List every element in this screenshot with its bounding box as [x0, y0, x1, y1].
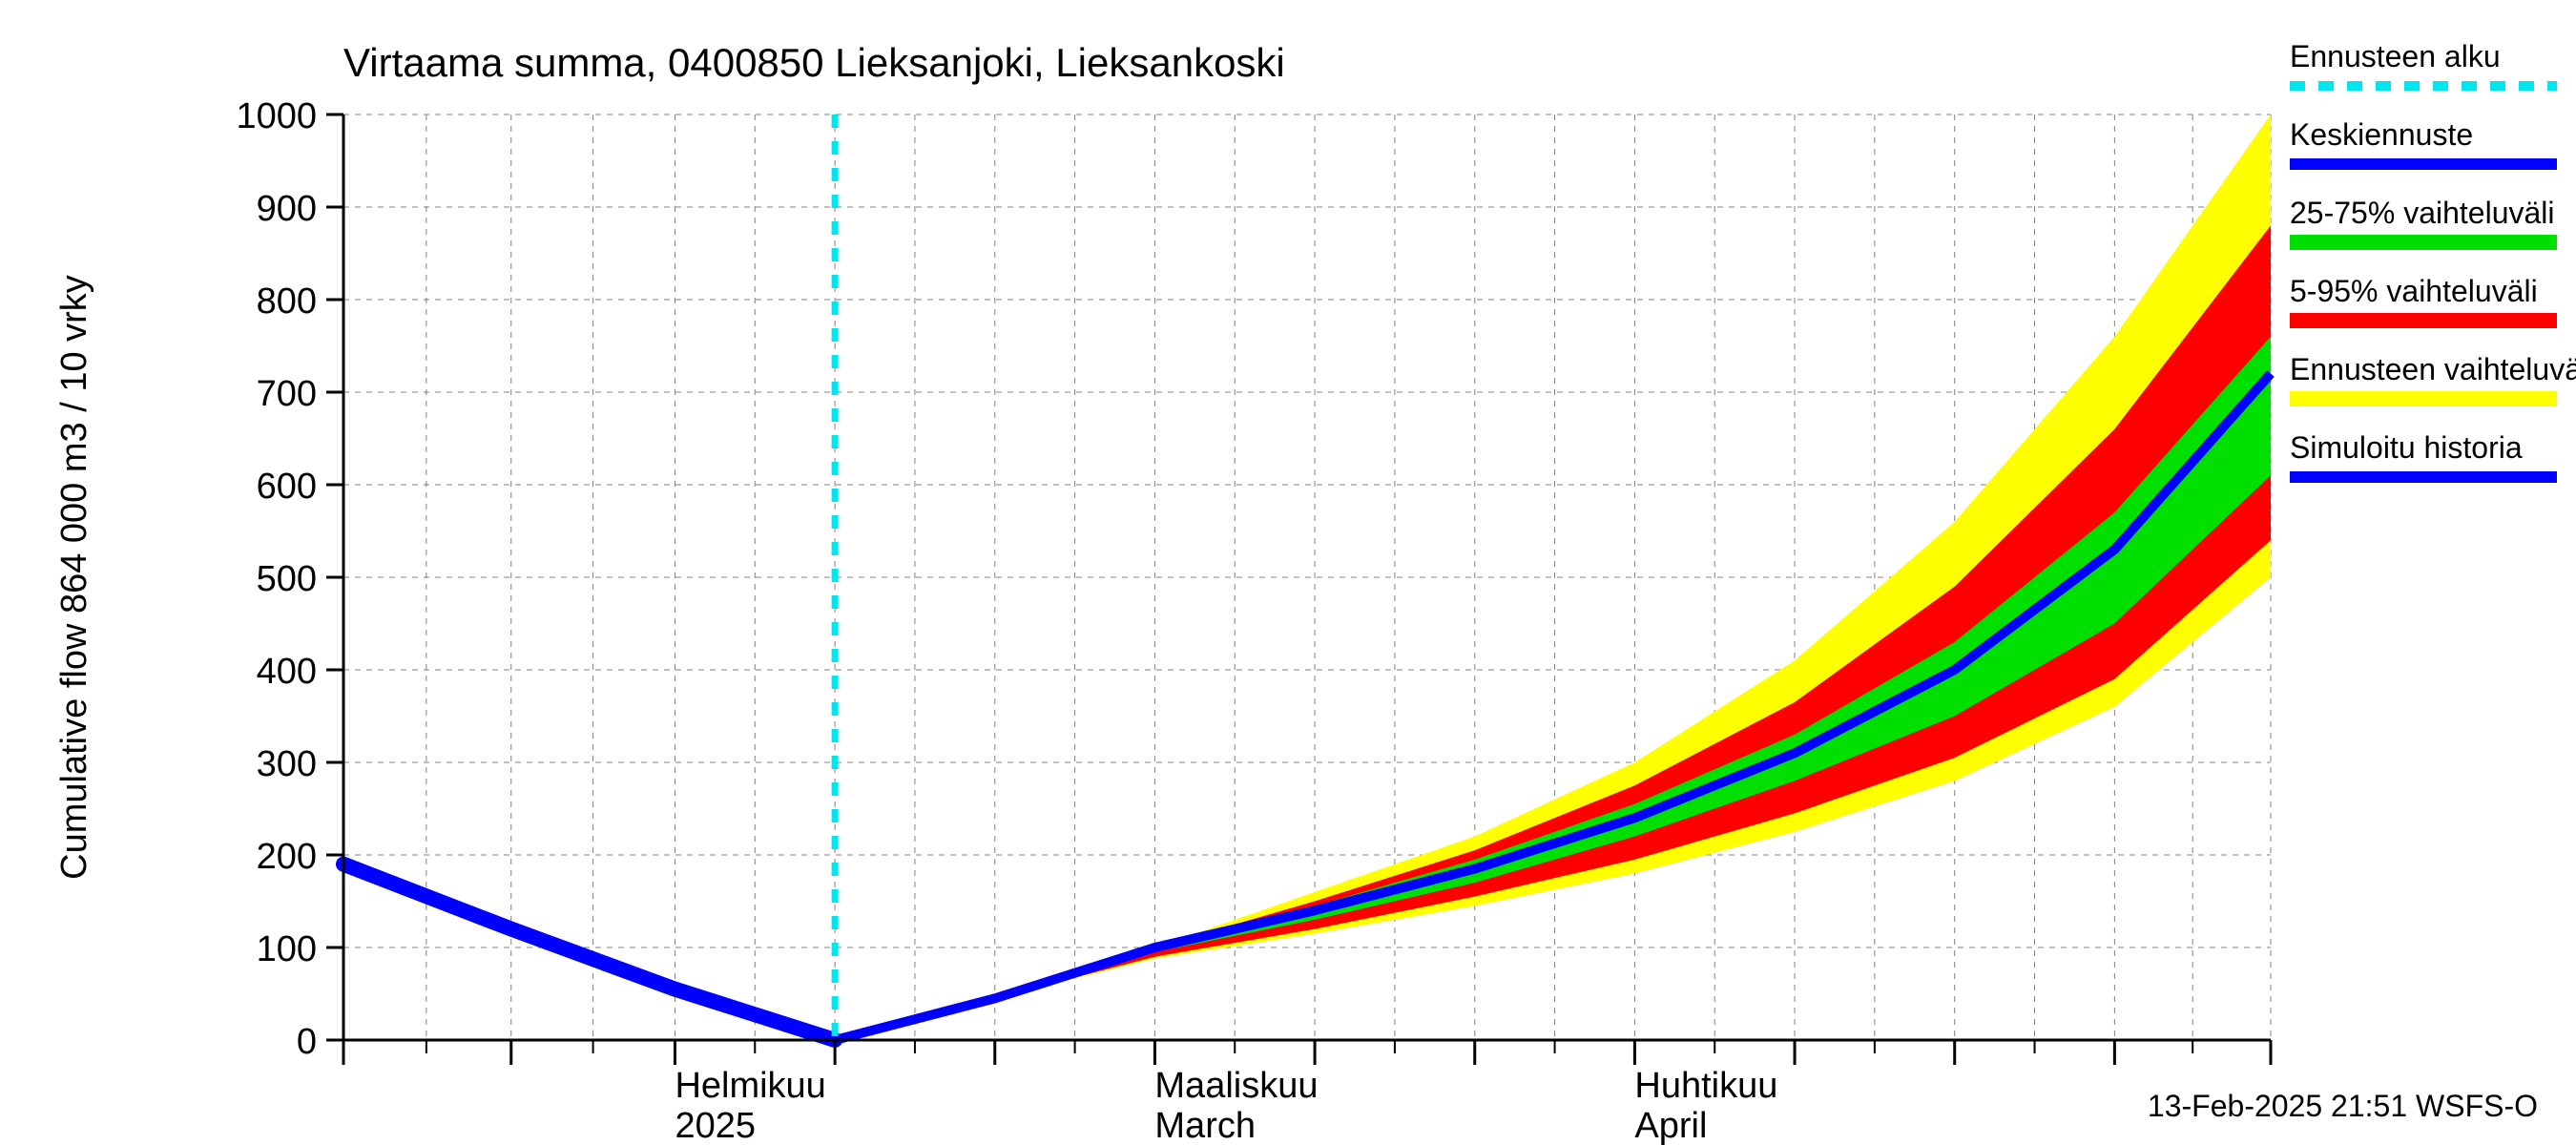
legend-swatch	[2290, 313, 2557, 328]
chart-container: 0 100 200 300 400 500 600 700 800 900 1000 Helmikuu…	[0, 0, 2576, 1145]
y-tick-label: 900	[257, 189, 317, 229]
legend-label: 5-95% vaihteluväli	[2290, 274, 2538, 308]
y-tick-label: 100	[257, 929, 317, 969]
y-tick-label: 0	[297, 1022, 317, 1062]
legend-label: Ennusteen alku	[2290, 39, 2501, 73]
legend-label: 25-75% vaihteluväli	[2290, 196, 2555, 230]
legend-label: Simuloitu historia	[2290, 430, 2523, 465]
y-tick-label: 700	[257, 374, 317, 414]
y-tick-label: 500	[257, 559, 317, 599]
y-tick-label: 1000	[236, 96, 317, 136]
y-axis-label: Cumulative flow 864 000 m3 / 10 vrky	[54, 275, 94, 880]
legend-swatch	[2290, 235, 2557, 250]
y-tick-label: 600	[257, 467, 317, 507]
legend-label: Keskiennuste	[2290, 117, 2473, 152]
x-tick-sublabel: March	[1154, 1106, 1256, 1145]
y-tick-label: 300	[257, 744, 317, 784]
x-tick-label: Helmikuu	[675, 1066, 825, 1106]
y-tick-label: 800	[257, 281, 317, 322]
x-tick-sublabel: April	[1634, 1106, 1707, 1145]
y-tick-label: 400	[257, 652, 317, 692]
x-tick-label: Maaliskuu	[1154, 1066, 1318, 1106]
chart-svg: 0 100 200 300 400 500 600 700 800 900 1000 Helmikuu…	[0, 0, 2576, 1145]
x-tick-sublabel: 2025	[675, 1106, 756, 1145]
legend-label: Ennusteen vaihteluväli	[2290, 352, 2576, 386]
footer-timestamp: 13-Feb-2025 21:51 WSFS-O	[2148, 1089, 2538, 1123]
x-tick-label: Huhtikuu	[1634, 1066, 1777, 1106]
y-tick-label: 200	[257, 837, 317, 877]
chart-title: Virtaama summa, 0400850 Lieksanjoki, Lie…	[343, 40, 1285, 85]
legend-swatch	[2290, 391, 2557, 406]
